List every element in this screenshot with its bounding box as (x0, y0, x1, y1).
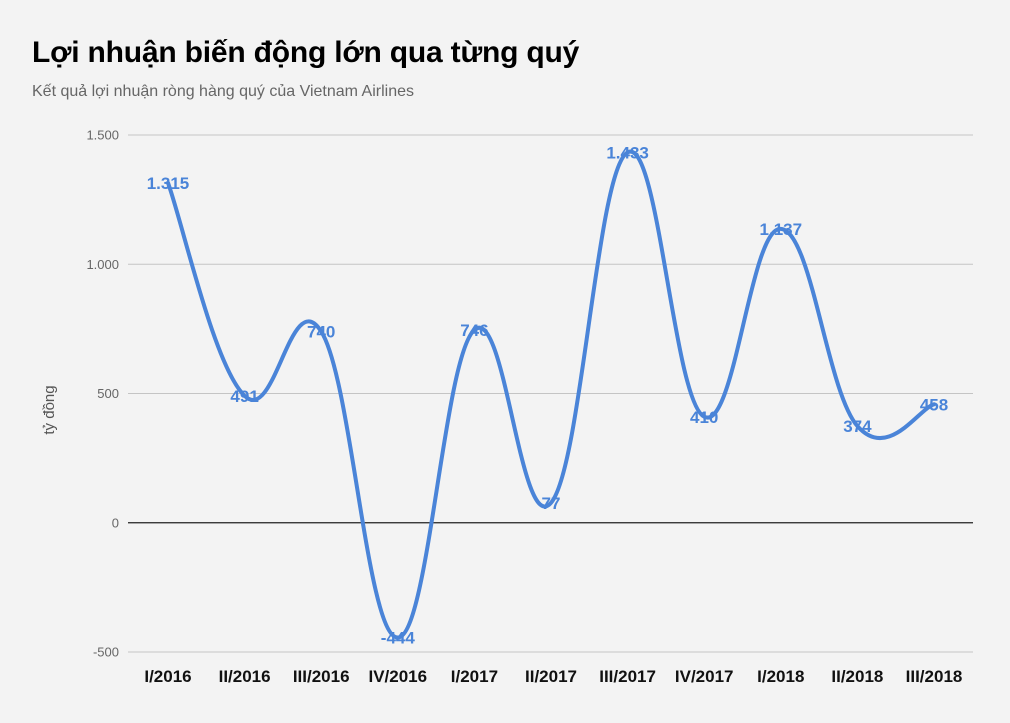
data-label: 374 (843, 417, 872, 436)
x-tick-label: IV/2017 (675, 667, 734, 686)
data-label: 1.137 (760, 220, 803, 239)
x-tick-label: III/2018 (906, 667, 963, 686)
x-tick-label: I/2016 (144, 667, 191, 686)
x-tick-label: I/2017 (451, 667, 498, 686)
gridlines (128, 134, 973, 653)
y-tick-label: 1.000 (86, 257, 119, 272)
y-tick-label: -500 (93, 645, 119, 660)
data-label: 77 (542, 494, 561, 513)
y-tick-label: 500 (97, 386, 119, 401)
data-label: 458 (920, 395, 948, 414)
data-label: 746 (460, 321, 488, 340)
data-label: -444 (381, 629, 416, 648)
chart-subtitle: Kết quả lợi nhuận ròng hàng quý của Viet… (32, 83, 415, 100)
x-tick-label: IV/2016 (368, 667, 427, 686)
series-line (166, 149, 936, 640)
y-tick-label: 1.500 (86, 128, 119, 143)
data-label: 410 (690, 408, 718, 427)
x-tick-label: II/2018 (831, 667, 883, 686)
data-labels: 1.315 491 740 -444 746 77 1.433 410 1.137 374 458 (147, 143, 948, 647)
x-axis-ticks: I/2016 II/2016 III/2016 IV/2016 I/2017 II/201… (144, 667, 962, 686)
y-axis-label: tỷ đồng (41, 385, 58, 434)
x-tick-label: III/2016 (293, 667, 350, 686)
data-label: 740 (307, 322, 335, 341)
x-tick-label: II/2016 (219, 667, 271, 686)
data-label: 491 (230, 387, 258, 406)
y-axis-ticks: 1.500 1.000 500 0 -500 (86, 128, 119, 660)
y-tick-label: 0 (112, 515, 119, 530)
data-label: 1.315 (147, 174, 190, 193)
chart-title: Lợi nhuận biến động lớn qua từng quý (32, 36, 580, 69)
x-tick-label: II/2017 (525, 667, 577, 686)
data-label: 1.433 (606, 143, 649, 162)
x-tick-label: III/2017 (599, 667, 656, 686)
x-tick-label: I/2018 (757, 667, 804, 686)
